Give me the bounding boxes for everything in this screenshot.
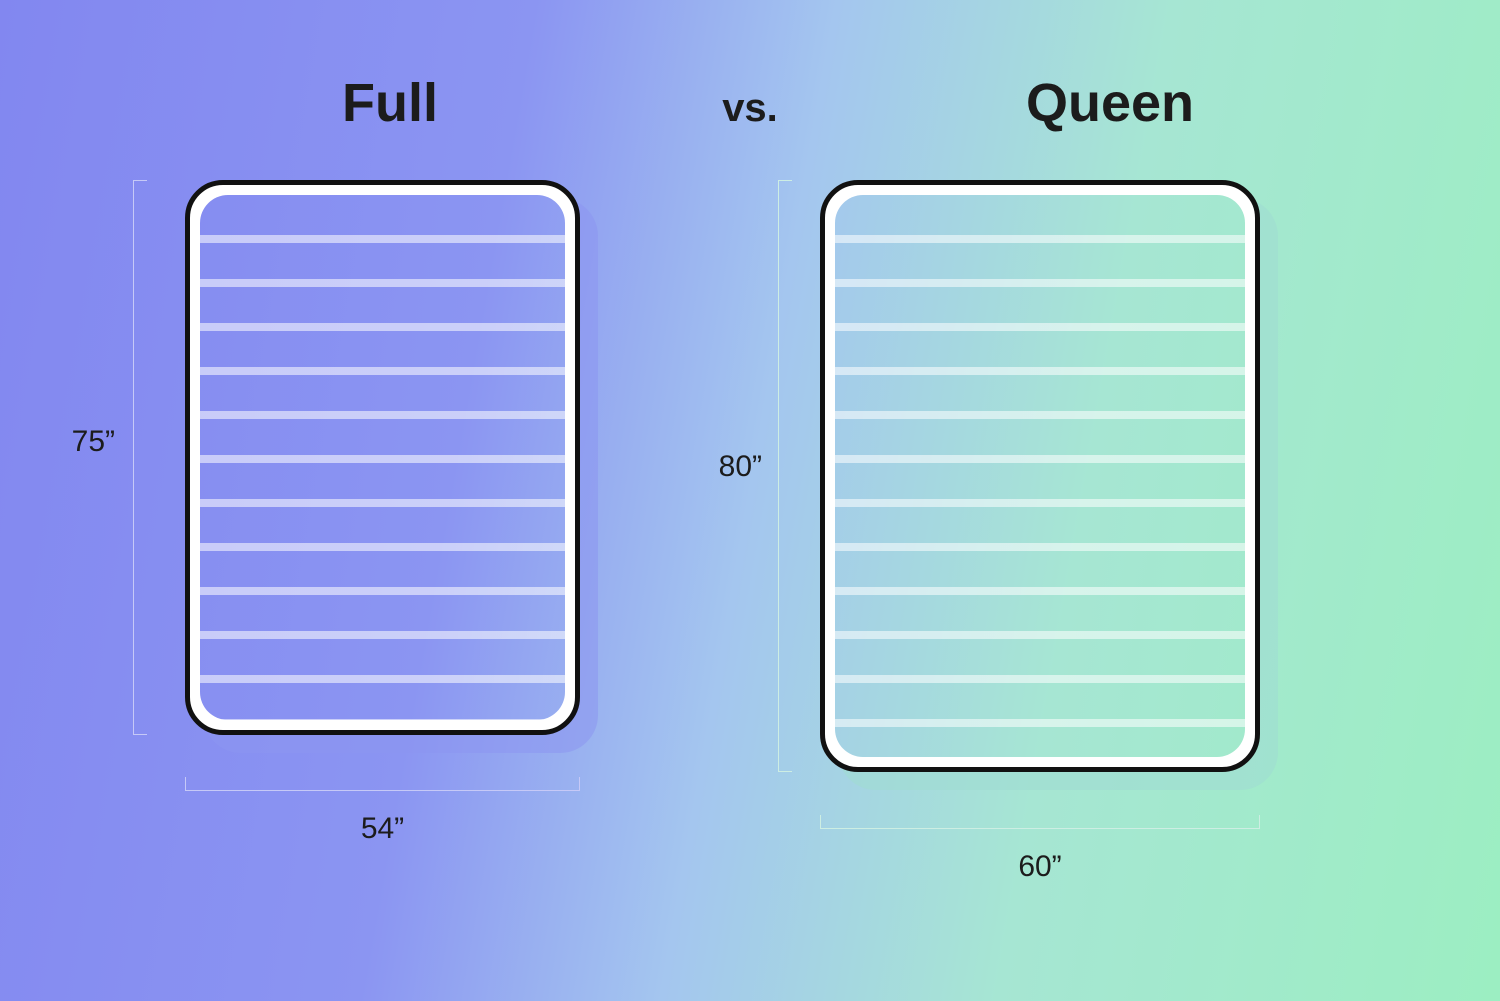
full-mattress-stripes [200,199,565,720]
title-full: Full [90,72,690,134]
queen-width-bracket [820,828,1260,829]
panel-queen: 80” 60” [760,170,1460,970]
full-height-bracket [133,180,134,735]
queen-width-label: 60” [820,850,1260,884]
full-width-bracket [185,790,580,791]
queen-height-label: 80” [682,450,762,484]
queen-mattress-body [820,180,1260,772]
panel-full: 75” 54” [95,170,715,940]
queen-height-bracket [778,180,779,772]
full-mattress [185,180,580,735]
queen-mattress-inner [835,195,1245,757]
queen-mattress-stripes [835,199,1245,757]
full-mattress-body [185,180,580,735]
title-vs: vs. [690,86,810,131]
title-queen: Queen [810,72,1410,134]
full-height-label: 75” [35,425,115,459]
full-mattress-inner [200,195,565,720]
full-width-label: 54” [185,812,580,846]
title-row: Full vs. Queen [0,72,1500,134]
queen-mattress [820,180,1260,772]
